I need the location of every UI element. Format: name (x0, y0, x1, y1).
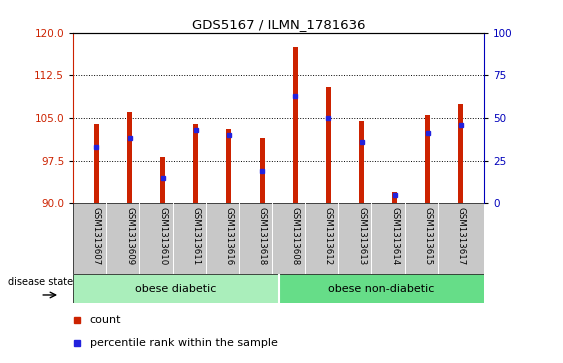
FancyBboxPatch shape (73, 274, 279, 303)
Bar (260, 138, 265, 203)
Text: count: count (90, 315, 121, 325)
Bar (458, 104, 463, 203)
Bar (94, 124, 99, 203)
Bar (226, 129, 231, 203)
Text: GSM1313608: GSM1313608 (291, 207, 300, 265)
Text: GSM1313611: GSM1313611 (191, 207, 200, 265)
Text: GSM1313609: GSM1313609 (125, 207, 134, 265)
Bar (392, 192, 397, 203)
Bar (426, 115, 430, 203)
Text: disease state: disease state (8, 277, 73, 287)
Bar (193, 124, 198, 203)
Text: GSM1313610: GSM1313610 (158, 207, 167, 265)
Text: GSM1313614: GSM1313614 (390, 207, 399, 265)
FancyBboxPatch shape (73, 203, 484, 274)
Text: percentile rank within the sample: percentile rank within the sample (90, 338, 278, 347)
Bar (293, 47, 298, 203)
Text: GSM1313616: GSM1313616 (225, 207, 234, 265)
Text: GSM1313618: GSM1313618 (258, 207, 267, 265)
Bar (127, 112, 132, 203)
Bar (160, 157, 165, 203)
Text: obese diabetic: obese diabetic (135, 284, 217, 294)
Title: GDS5167 / ILMN_1781636: GDS5167 / ILMN_1781636 (192, 19, 365, 32)
FancyBboxPatch shape (279, 274, 484, 303)
Text: GSM1313617: GSM1313617 (457, 207, 466, 265)
Bar (326, 87, 331, 203)
Text: GSM1313613: GSM1313613 (357, 207, 366, 265)
Bar (359, 121, 364, 203)
Text: obese non-diabetic: obese non-diabetic (328, 284, 435, 294)
Text: GSM1313612: GSM1313612 (324, 207, 333, 265)
Text: GSM1313615: GSM1313615 (423, 207, 432, 265)
Text: GSM1313607: GSM1313607 (92, 207, 101, 265)
